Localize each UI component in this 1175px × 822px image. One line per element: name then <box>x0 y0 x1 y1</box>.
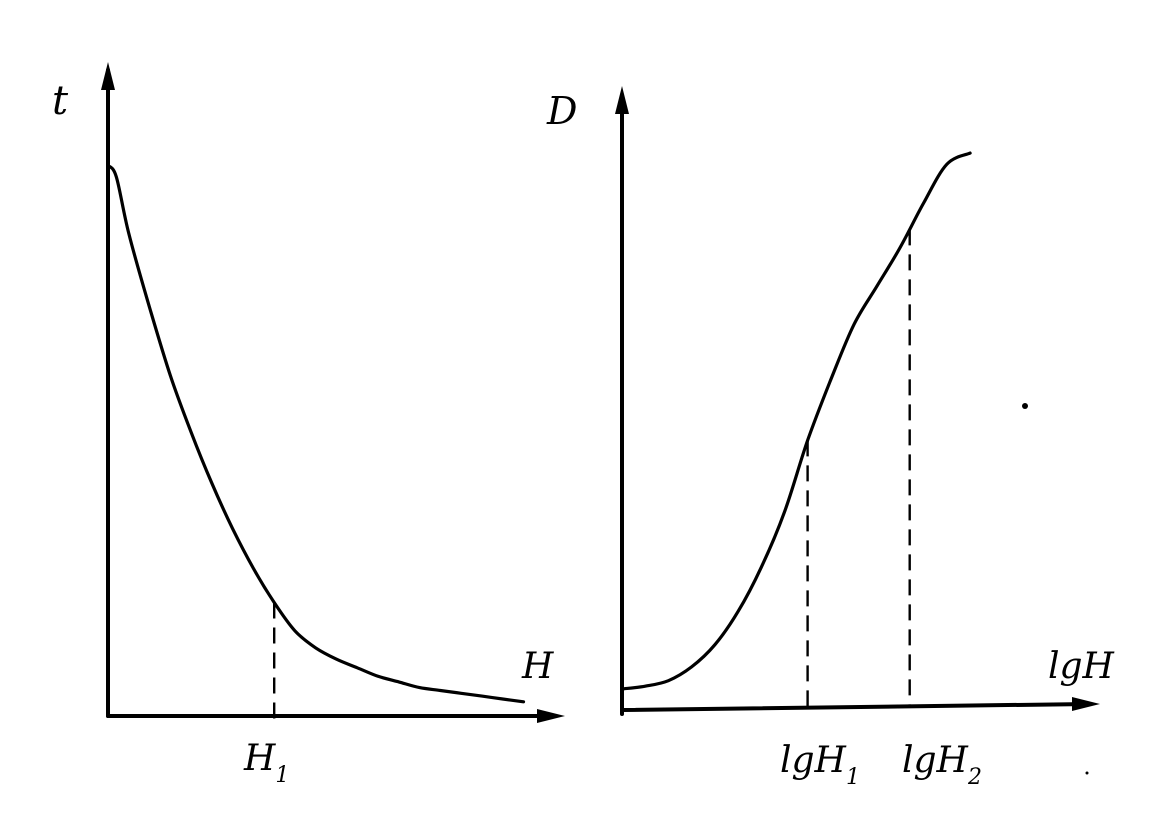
x-axis-arrow-icon <box>537 709 565 723</box>
chart-t-vs-h: t H H1 <box>52 62 565 788</box>
x-axis-label: H <box>521 646 554 687</box>
scan-speck <box>1085 771 1089 775</box>
scan-speck <box>1022 403 1028 409</box>
x-axis-arrow-icon <box>1072 697 1100 711</box>
x-axis-lgh <box>620 702 1092 712</box>
y-axis-arrow-icon <box>615 86 629 114</box>
chart-d-vs-lgh: D lgH lgH1 lgH2 <box>546 86 1115 790</box>
x-axis-label: lgH <box>1048 646 1115 687</box>
lgh1-tick-label: lgH1 <box>780 740 860 790</box>
y-axis-arrow-icon <box>101 62 115 90</box>
y-axis-label: t <box>52 78 69 124</box>
d-curve <box>620 151 972 691</box>
t-curve <box>106 163 526 704</box>
lgh2-tick-label: lgH2 <box>902 740 982 790</box>
y-axis-label: D <box>546 89 577 133</box>
h1-tick-label: H1 <box>243 738 289 788</box>
